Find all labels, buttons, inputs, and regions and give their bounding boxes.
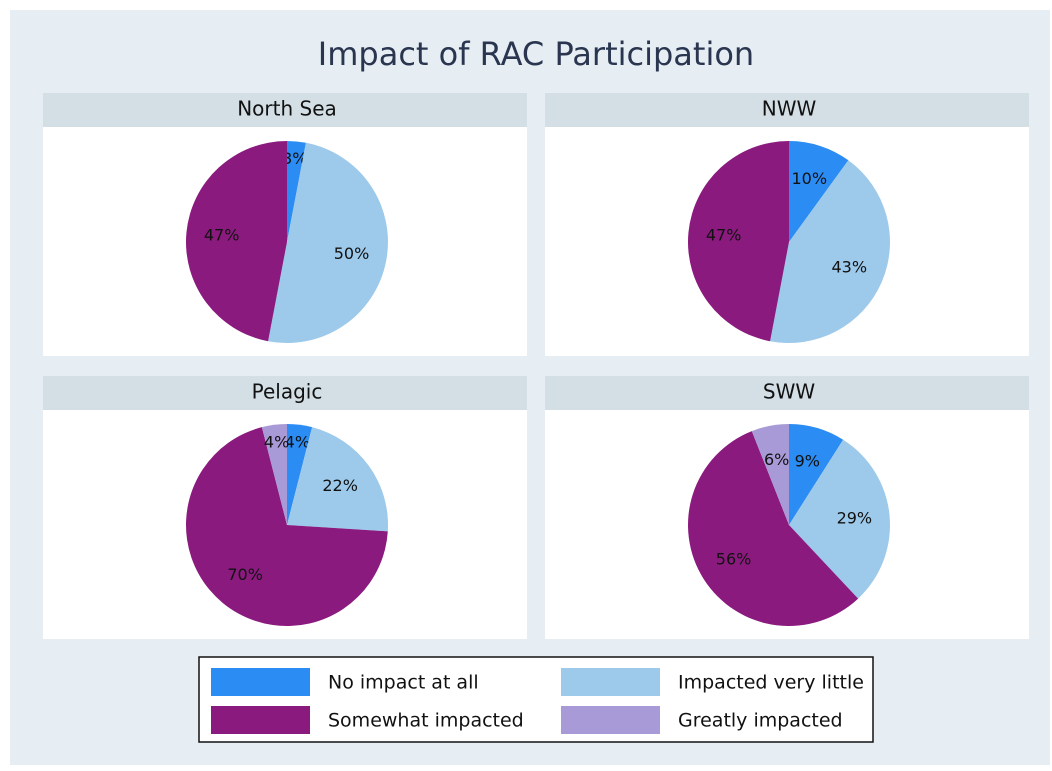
panel-header	[43, 376, 527, 410]
panel-header	[545, 93, 1029, 127]
panel-title: North Sea	[237, 97, 337, 121]
data-label: 47%	[204, 225, 240, 244]
pie-slice	[268, 142, 388, 343]
panel-title: SWW	[763, 380, 815, 404]
pie-slice	[688, 141, 789, 342]
data-label: 29%	[837, 508, 873, 527]
legend-swatch	[561, 668, 660, 696]
data-label: 4%	[264, 432, 289, 451]
pie-slice	[789, 141, 849, 242]
legend-label: Somewhat impacted	[328, 710, 524, 732]
pie-slice	[287, 427, 388, 532]
panel-title: NWW	[762, 97, 817, 121]
panel-header	[43, 93, 527, 127]
data-label: 70%	[227, 565, 263, 584]
data-label: 47%	[706, 225, 742, 244]
legend	[198, 656, 874, 743]
data-label: 3%	[282, 149, 307, 168]
pie-slice	[789, 424, 844, 525]
legend-label: Greatly impacted	[678, 710, 843, 732]
panel-header	[545, 376, 1029, 410]
data-label: 6%	[764, 450, 789, 469]
legend-label: No impact at all	[328, 672, 479, 694]
data-label: 56%	[716, 550, 752, 569]
pie-slice	[287, 424, 313, 525]
pie-slice	[688, 431, 859, 626]
pie-slice	[789, 439, 891, 599]
data-label: 4%	[285, 432, 310, 451]
chart-title: Impact of RAC Participation	[318, 35, 754, 73]
pie-slice	[261, 424, 287, 525]
pie-slice	[186, 427, 388, 626]
legend-swatch	[211, 706, 310, 734]
panel-title: Pelagic	[252, 380, 323, 404]
data-label: 43%	[831, 258, 867, 277]
legend-swatch	[561, 706, 660, 734]
legend-label: Impacted very little	[678, 672, 864, 694]
data-label: 22%	[322, 476, 358, 495]
data-label: 9%	[795, 451, 820, 470]
data-label: 10%	[792, 169, 828, 188]
pie-slice	[287, 141, 306, 242]
data-label: 50%	[334, 244, 370, 263]
pie-slice	[770, 160, 890, 343]
pie-slice	[751, 424, 789, 525]
legend-swatch	[211, 668, 310, 696]
pie-slice	[186, 141, 287, 342]
